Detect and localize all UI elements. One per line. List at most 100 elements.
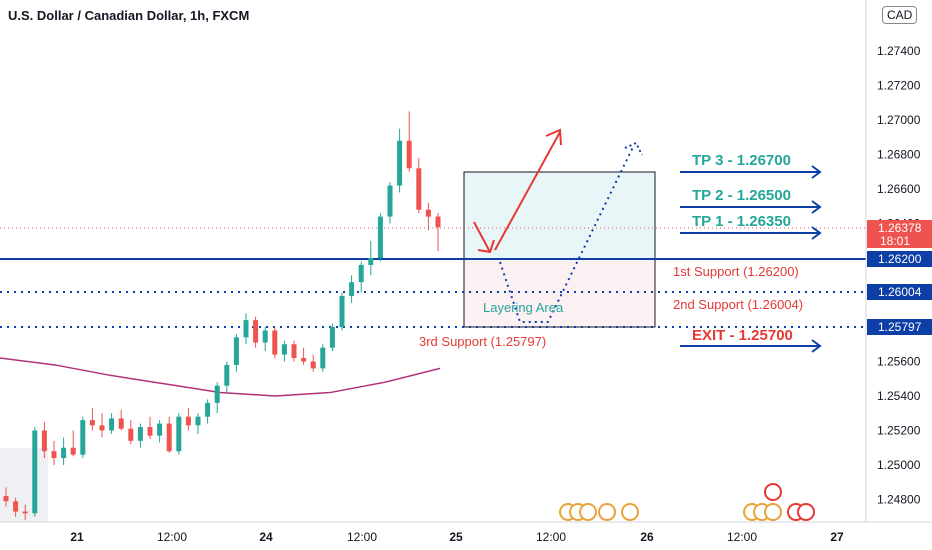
candle-up (320, 347, 326, 369)
time-tick-label: 26 (640, 530, 654, 544)
candle-up (80, 420, 86, 455)
candle-up (339, 295, 345, 327)
support2-label: 2nd Support (1.26004) (673, 297, 803, 312)
up-arrowhead (545, 128, 562, 146)
candle-up (109, 418, 115, 431)
dotted-arrowhead (624, 141, 643, 156)
layering-zone-box (463, 258, 656, 328)
us-flag-icon[interactable] (579, 503, 597, 521)
us-flag-icon[interactable] (598, 503, 616, 521)
level-label-3: 1.25797 (878, 320, 922, 334)
drop-arrowhead (477, 239, 495, 254)
time-tick-label: 24 (259, 530, 273, 544)
time-tick-label: 12:00 (536, 530, 566, 544)
level-badge-2 (867, 284, 932, 300)
candle-up (214, 385, 220, 403)
candle-down (118, 418, 124, 429)
candle-down (253, 320, 259, 343)
time-tick-label: 12:00 (347, 530, 377, 544)
us-flag-icon[interactable] (621, 503, 639, 521)
candle-down (185, 416, 191, 426)
candle-down (89, 420, 95, 426)
dotted-path (499, 146, 634, 323)
time-axis[interactable]: 21 12:00 24 12:00 25 12:00 26 12:00 27 (70, 530, 844, 544)
us-flag-icon[interactable] (797, 503, 815, 521)
chart-title: U.S. Dollar / Canadian Dollar, 1h, FXCM (8, 8, 250, 23)
price-tick-label: 1.26800 (877, 148, 921, 162)
candle-up (137, 427, 143, 441)
candle-down (272, 330, 278, 355)
price-tick-label: 1.25000 (877, 458, 921, 472)
time-tick-label: 12:00 (727, 530, 757, 544)
candle-up (157, 423, 163, 436)
layering-label: Layering Area (483, 300, 564, 315)
moving-average-line (0, 357, 441, 397)
level-label-2: 1.26004 (878, 285, 922, 299)
candle-down (3, 496, 9, 502)
candle-down (310, 361, 316, 369)
tp3-label: TP 3 - 1.26700 (692, 152, 791, 169)
candle-up (397, 140, 403, 186)
currency-button[interactable]: CAD (882, 6, 918, 24)
up-arrow (494, 131, 561, 251)
candle-down (99, 425, 105, 431)
price-tick-label: 1.26600 (877, 182, 921, 196)
candle-down (406, 140, 412, 169)
support3-label: 3rd Support (1.25797) (419, 334, 546, 349)
level-badge-1 (867, 251, 932, 267)
price-tick-label: 1.25600 (877, 355, 921, 369)
candle-up (243, 320, 249, 338)
price-tick-label: 1.24800 (877, 493, 921, 507)
time-tick-label: 27 (830, 530, 844, 544)
candle-down (22, 511, 28, 514)
candle-up (195, 416, 201, 426)
tp1-label: TP 1 - 1.26350 (692, 213, 791, 230)
candle-down (166, 423, 172, 452)
session-shade (0, 448, 48, 522)
candle-down (435, 216, 441, 228)
tp2-label: TP 2 - 1.26500 (692, 187, 791, 204)
event-flags-group-1[interactable] (559, 503, 639, 521)
price-axis[interactable]: 1.274001.272001.270001.268001.266001.264… (877, 44, 921, 507)
candle-down (416, 168, 422, 210)
price-tick-label: 1.25200 (877, 424, 921, 438)
event-flags-group-2[interactable] (743, 483, 815, 521)
time-tick-label: 21 (70, 530, 84, 544)
time-tick-label: 12:00 (157, 530, 187, 544)
current-price-value: 1.26378 (878, 221, 922, 235)
candle-up (281, 344, 287, 355)
tp1-arrow (680, 226, 822, 240)
candle-up (262, 330, 268, 343)
candle-up (349, 282, 355, 296)
candle-up (329, 327, 335, 348)
candle-up (377, 216, 383, 258)
current-price-badge (867, 220, 932, 248)
exit-arrow (680, 339, 822, 353)
candle-up (368, 258, 374, 265)
target-zone-box (463, 171, 656, 260)
candle-down (13, 501, 19, 512)
candle-up (176, 416, 182, 452)
candle-up (61, 447, 67, 459)
candle-down (291, 344, 297, 359)
drop-arrow (473, 221, 491, 253)
candle-down (128, 428, 134, 441)
canada-flag-icon[interactable] (764, 483, 782, 501)
support1-label: 1st Support (1.26200) (673, 264, 799, 279)
time-tick-label: 25 (449, 530, 463, 544)
price-tick-label: 1.27000 (877, 113, 921, 127)
candle-down (51, 451, 57, 459)
price-tick-label: 1.27200 (877, 79, 921, 93)
price-tick-label: 1.25400 (877, 389, 921, 403)
candle-up (233, 337, 239, 365)
candle-down (41, 430, 47, 452)
us-flag-icon[interactable] (764, 503, 782, 521)
candle-down (425, 209, 431, 217)
candle-up (224, 364, 230, 386)
countdown-value: 18:01 (880, 234, 910, 248)
exit-label: EXIT - 1.25700 (692, 327, 793, 344)
level-badge-3 (867, 319, 932, 335)
tp3-arrow (680, 165, 822, 179)
price-tick-label: 1.27400 (877, 44, 921, 58)
